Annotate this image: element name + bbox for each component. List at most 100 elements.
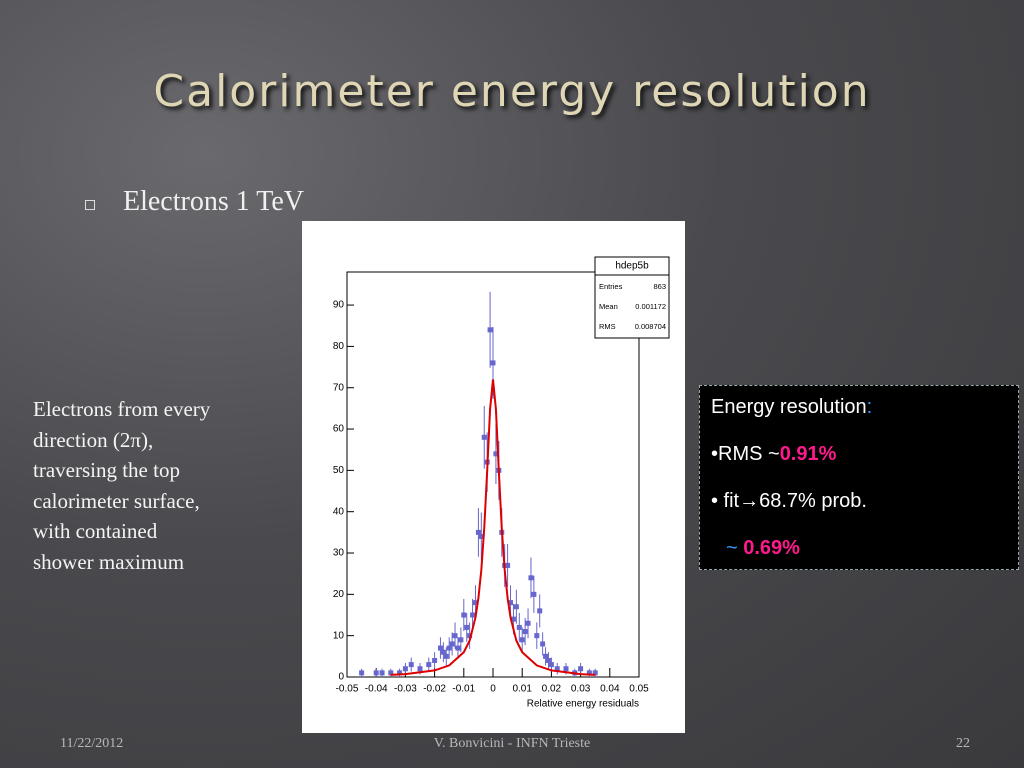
data-point [513, 604, 519, 610]
data-point [472, 600, 478, 606]
x-tick-label: -0.01 [452, 684, 475, 695]
footer-date: 11/22/2012 [60, 736, 124, 751]
side-line: with contained [33, 519, 158, 543]
data-point [464, 624, 470, 630]
data-point [467, 633, 473, 639]
y-tick-label: 30 [333, 548, 345, 559]
y-tick-label: 50 [333, 465, 345, 476]
x-tick-label: -0.05 [336, 684, 359, 695]
box-text: • fit→68.7% prob. [711, 490, 867, 512]
data-point [540, 641, 546, 647]
data-point [528, 575, 534, 581]
x-tick-label: -0.04 [365, 684, 388, 695]
data-point [373, 670, 379, 676]
data-point [487, 327, 493, 333]
box-line: • fit→68.7% prob. [711, 490, 867, 513]
data-point [432, 657, 438, 663]
data-point [578, 666, 584, 672]
side-line: direction (2π), [33, 427, 154, 452]
x-tick-label: 0.03 [571, 684, 591, 695]
data-point [493, 451, 499, 457]
y-tick-label: 90 [333, 300, 345, 311]
box-line: ~ 0.69% [726, 537, 800, 560]
data-point [534, 633, 540, 639]
data-point [388, 670, 394, 676]
box-line: •RMS ~0.91% [711, 443, 836, 466]
data-point [543, 653, 549, 659]
data-point [440, 649, 446, 655]
data-point [359, 670, 365, 676]
data-point [402, 666, 408, 672]
stats-box: hdep5b Entries 863 Mean 0.001172 RMS 0.008704 [594, 256, 670, 339]
data-point [545, 657, 551, 663]
slide-title: Calorimeter energy resolution [153, 66, 871, 117]
data-point [461, 612, 467, 618]
data-point [379, 670, 385, 676]
data-point [452, 633, 458, 639]
x-tick-label: 0.04 [600, 684, 620, 695]
y-tick-label: 10 [333, 630, 345, 641]
result-box: Energy resolution: •RMS ~0.91% • fit→68.… [699, 385, 1019, 570]
side-line: shower maximum [33, 549, 185, 574]
x-tick-label: 0.01 [512, 684, 532, 695]
data-point [531, 591, 537, 597]
data-point [446, 645, 452, 651]
x-tick-label: 0.02 [542, 684, 562, 695]
side-line: Electrons from every [33, 397, 211, 421]
data-point [426, 662, 432, 668]
data-point [505, 562, 511, 568]
stats-label: Mean [599, 302, 618, 311]
y-tick-label: 40 [333, 506, 345, 517]
footer-author: V. Bonvicini - INFN Trieste [433, 736, 591, 751]
side-text: Electrons from every direction (2π), trave… [33, 394, 210, 577]
data-point [417, 666, 423, 672]
box-text: ~ [726, 537, 738, 559]
data-point [475, 529, 481, 535]
y-tick-label: 0 [338, 672, 344, 683]
data-point [408, 662, 414, 668]
stats-label: RMS [599, 322, 616, 331]
data-point [490, 360, 496, 366]
data-point [548, 662, 554, 668]
stats-value: 863 [653, 282, 666, 291]
data-point [563, 666, 569, 672]
bullet-text: Electrons 1 TeV [123, 186, 305, 217]
box-text: Energy resolution [711, 396, 867, 418]
fit-curve [390, 379, 596, 676]
box-text: •RMS ~ [711, 443, 780, 465]
stats-value: 0.008704 [635, 322, 666, 331]
x-tick-label: 0 [490, 684, 496, 695]
data-point [508, 600, 514, 606]
side-line: traversing the top [33, 458, 180, 482]
x-tick-label: -0.03 [394, 684, 417, 695]
data-point [455, 645, 461, 651]
x-axis-label: Relative energy residuals [527, 699, 639, 710]
data-point [478, 533, 484, 539]
data-point [443, 653, 449, 659]
y-tick-label: 20 [333, 589, 345, 600]
data-point [510, 616, 516, 622]
stats-frame [594, 256, 670, 339]
data-point [437, 645, 443, 651]
data-point [554, 666, 560, 672]
data-point [458, 637, 464, 643]
data-point [516, 624, 522, 630]
stats-value: 0.001172 [635, 302, 666, 311]
data-point [537, 608, 543, 614]
chart: 0 10 20 30 40 50 60 70 80 90 -0.05 -0.04 -0.03 -0.02-… [333, 256, 670, 710]
box-value: 0.69% [743, 537, 800, 559]
bullet-icon [85, 200, 95, 210]
data-point [592, 670, 598, 676]
x-tick-label: 0.05 [629, 684, 649, 695]
data-point [522, 629, 528, 635]
box-text: : [866, 396, 873, 418]
x-tick-label: -0.02 [423, 684, 446, 695]
box-line: Energy resolution: [711, 396, 872, 419]
data-point [470, 612, 476, 618]
y-tick-label: 80 [333, 341, 345, 352]
stats-title: hdep5b [615, 261, 649, 272]
data-point [449, 641, 455, 647]
data-point [525, 620, 531, 626]
data-point [481, 434, 487, 440]
